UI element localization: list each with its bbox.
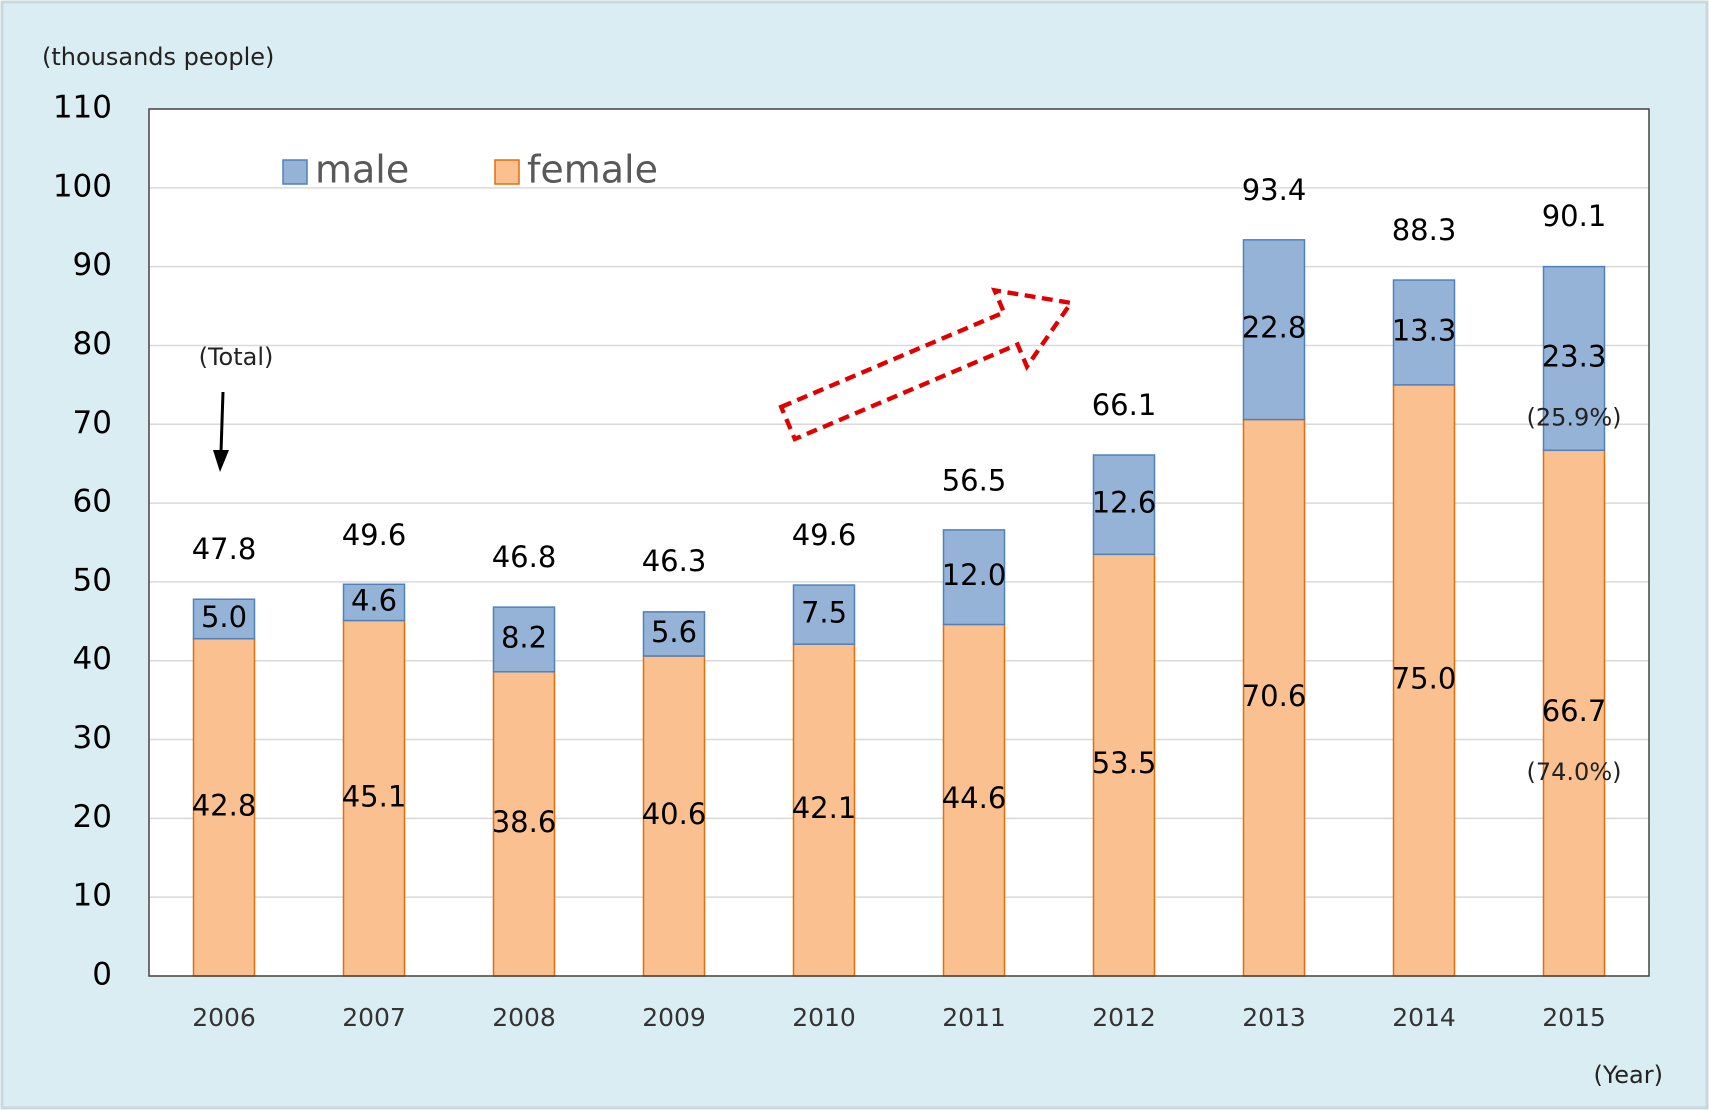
legend: male female xyxy=(282,148,658,192)
bar-segment xyxy=(792,584,856,645)
total-label: 46.3 xyxy=(642,544,707,578)
x-axis-label: (Year) xyxy=(1593,1061,1663,1089)
data-label: 7.5 xyxy=(801,596,847,630)
data-label: 42.8 xyxy=(192,788,257,822)
data-label: 8.2 xyxy=(501,620,547,654)
bar-segment xyxy=(492,606,556,673)
total-label: 49.6 xyxy=(342,518,407,552)
data-label: 70.6 xyxy=(1242,679,1307,713)
x-tick-label: 2011 xyxy=(942,1003,1006,1032)
y-tick-label: 30 xyxy=(73,720,112,756)
note-arrow-head xyxy=(213,450,229,472)
total-label: 66.1 xyxy=(1092,388,1157,422)
total-note: (Total) xyxy=(199,343,274,371)
y-tick-label: 40 xyxy=(73,641,112,677)
legend-swatch xyxy=(282,159,308,185)
y-tick-label: 100 xyxy=(53,168,112,204)
bar-segment xyxy=(942,529,1006,626)
total-label: 90.1 xyxy=(1542,199,1607,233)
data-label: 44.6 xyxy=(942,781,1007,815)
note-arrow xyxy=(219,391,225,453)
bar-segment xyxy=(1092,553,1156,977)
data-label: 12.6 xyxy=(1092,486,1157,520)
total-label: 56.5 xyxy=(942,464,1007,498)
x-tick-label: 2014 xyxy=(1392,1003,1456,1032)
share-label: (25.9%) xyxy=(1527,403,1622,431)
bar-segment xyxy=(192,598,256,640)
x-tick-label: 2015 xyxy=(1542,1003,1606,1032)
data-label: 5.0 xyxy=(201,600,247,634)
x-tick-label: 2008 xyxy=(492,1003,556,1032)
total-label: 88.3 xyxy=(1392,213,1457,247)
x-tick-label: 2009 xyxy=(642,1003,706,1032)
bar-segment xyxy=(1092,454,1156,556)
legend-swatch xyxy=(494,159,520,185)
bar-segment xyxy=(192,637,256,977)
data-label: 12.0 xyxy=(942,558,1007,592)
x-tick-label: 2010 xyxy=(792,1003,856,1032)
data-label: 40.6 xyxy=(642,797,707,831)
bar-segment xyxy=(492,671,556,977)
x-tick-label: 2006 xyxy=(192,1003,256,1032)
bar-segment xyxy=(342,619,406,977)
legend-label: male xyxy=(315,148,409,192)
data-label: 23.3 xyxy=(1542,339,1607,373)
y-tick-label: 80 xyxy=(73,326,112,362)
y-tick-label: 0 xyxy=(92,957,112,993)
y-tick-label: 60 xyxy=(73,484,112,520)
total-label: 93.4 xyxy=(1242,173,1307,207)
x-tick-label: 2013 xyxy=(1242,1003,1306,1032)
data-label: 53.5 xyxy=(1092,746,1157,780)
bar-segment xyxy=(1392,279,1456,386)
total-label: 46.8 xyxy=(492,540,557,574)
data-label: 13.3 xyxy=(1392,313,1457,347)
y-tick-label: 10 xyxy=(73,878,112,914)
y-tick-label: 20 xyxy=(73,799,112,835)
bar-segment xyxy=(1542,449,1606,977)
data-label: 4.6 xyxy=(351,583,397,617)
trend-arrow xyxy=(778,287,1075,442)
share-label: (74.0%) xyxy=(1527,758,1622,786)
legend-label: female xyxy=(527,148,658,192)
bars xyxy=(192,239,1606,977)
data-label: 22.8 xyxy=(1242,311,1307,345)
bar-segment xyxy=(1242,239,1306,421)
data-label: 45.1 xyxy=(342,779,407,813)
total-label: 47.8 xyxy=(192,532,257,566)
plot-border xyxy=(148,108,1650,977)
bar-segment xyxy=(1542,265,1606,452)
unit-label: (thousands people) xyxy=(42,43,274,71)
y-tick-label: 70 xyxy=(73,405,112,441)
x-tick-label: 2007 xyxy=(342,1003,406,1032)
y-tick-label: 110 xyxy=(53,90,112,126)
data-label: 38.6 xyxy=(492,805,557,839)
y-tick-label: 90 xyxy=(73,247,112,283)
data-label: 75.0 xyxy=(1392,661,1457,695)
bar-segment xyxy=(642,611,706,657)
bar-segment xyxy=(1242,418,1306,977)
data-label: 42.1 xyxy=(792,791,857,825)
data-label: 66.7 xyxy=(1542,694,1607,728)
data-label: 5.6 xyxy=(651,615,697,649)
total-label: 49.6 xyxy=(792,518,857,552)
bar-segment xyxy=(342,583,406,622)
bar-segment xyxy=(1392,384,1456,977)
x-tick-label: 2012 xyxy=(1092,1003,1156,1032)
y-tick-label: 50 xyxy=(73,562,112,598)
